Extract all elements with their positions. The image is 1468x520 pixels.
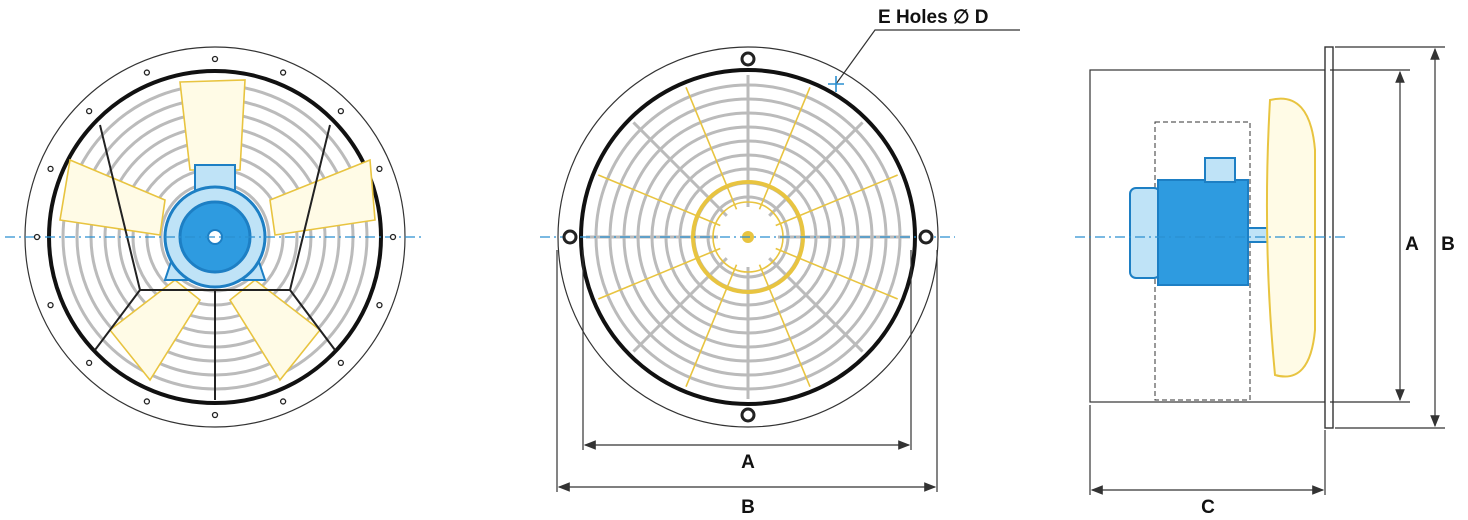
grille-spoke: [776, 175, 898, 226]
bolt-hole: [281, 70, 286, 75]
dimension-label: A: [741, 452, 755, 473]
front-view-motor-side: [5, 47, 425, 427]
grille-spoke: [759, 265, 810, 387]
motor: [1130, 158, 1270, 285]
bolt-hole: [87, 360, 92, 365]
grille-spoke: [633, 122, 726, 215]
grille-spoke: [598, 175, 720, 226]
grille-spoke: [769, 258, 862, 351]
dimension-label: B: [741, 497, 755, 518]
bolt-hole: [35, 235, 40, 240]
bolt-hole: [377, 303, 382, 308]
front-view-guard-side: A B E Holes ∅ D: [540, 7, 1020, 518]
bolt-hole: [144, 70, 149, 75]
callout-leader: [836, 30, 1020, 84]
bolt-hole: [281, 399, 286, 404]
bolt-hole: [742, 409, 754, 421]
bolt-hole: [742, 53, 754, 65]
grille-spoke: [633, 258, 726, 351]
bolt-hole: [213, 57, 218, 62]
page: A B E Holes ∅ D A B C (() => { const dat…: [0, 0, 1468, 520]
side-view: A B C: [1075, 47, 1455, 518]
grille-spoke: [598, 248, 720, 299]
bolt-hole: [87, 109, 92, 114]
bolt-hole: [48, 303, 53, 308]
bolt-hole: [564, 231, 576, 243]
motor: [165, 165, 265, 287]
grille-spoke: [776, 248, 898, 299]
bolt-hole: [338, 360, 343, 365]
dimension-label: C: [1201, 497, 1215, 518]
bolt-hole: [338, 109, 343, 114]
grille-spoke: [769, 122, 862, 215]
bolt-hole: [391, 235, 396, 240]
grille-spoke: [686, 87, 737, 209]
grille-spoke: [759, 87, 810, 209]
callout-label: E Holes ∅ D: [878, 7, 989, 28]
grille-spoke: [686, 265, 737, 387]
bolt-hole: [213, 413, 218, 418]
bolt-hole: [377, 166, 382, 171]
dimension-label: A: [1405, 234, 1419, 255]
dimension-label: B: [1441, 234, 1455, 255]
bolt-hole: [920, 231, 932, 243]
bolt-hole: [48, 166, 53, 171]
bolt-hole: [144, 399, 149, 404]
drawing: A B E Holes ∅ D A B C: [0, 0, 1468, 520]
